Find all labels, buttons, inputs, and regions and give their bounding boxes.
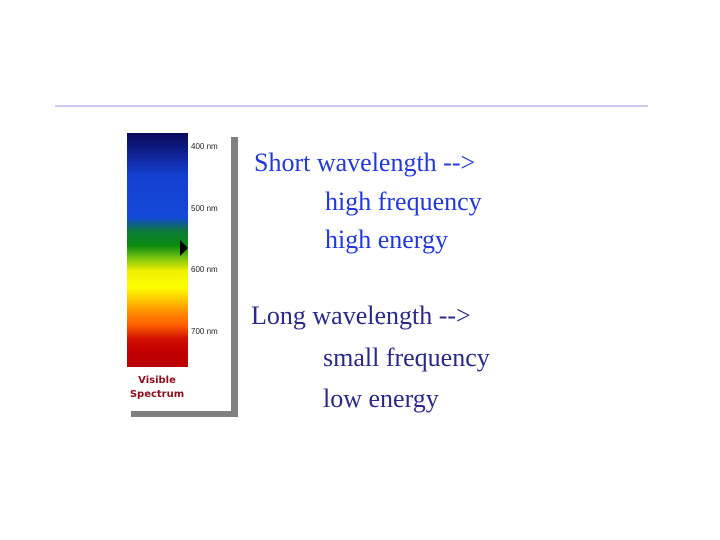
long-wavelength-heading: Long wavelength --> — [251, 301, 471, 330]
label-600nm: 600 nm — [191, 265, 218, 274]
label-400nm: 400 nm — [191, 142, 218, 151]
spectrum-gradient — [127, 133, 188, 367]
short-wavelength-heading: Short wavelength --> — [254, 148, 476, 177]
divider-line — [55, 105, 648, 107]
pointer-arrow-icon — [180, 240, 188, 256]
long-line-energy: low energy — [323, 384, 439, 413]
label-700nm: 700 nm — [191, 327, 218, 336]
short-line-energy: high energy — [325, 225, 448, 254]
caption-visible: Visible — [138, 375, 176, 386]
long-line-frequency: small frequency — [323, 343, 490, 372]
label-500nm: 500 nm — [191, 204, 218, 213]
caption-spectrum: Spectrum — [129, 389, 185, 400]
short-line-frequency: high frequency — [325, 187, 482, 216]
